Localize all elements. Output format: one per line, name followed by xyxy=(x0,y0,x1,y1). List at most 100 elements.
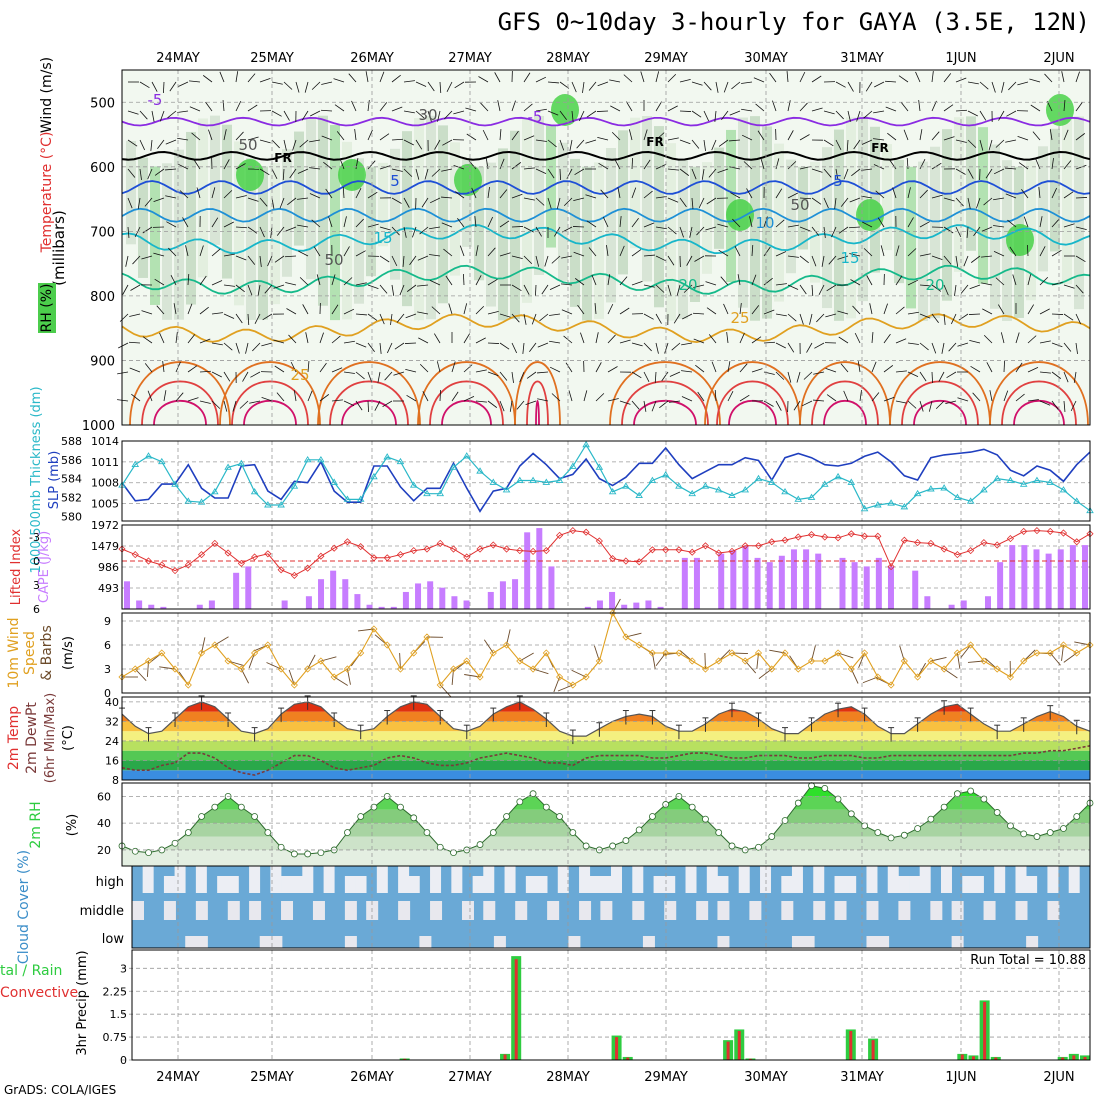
wind-barb xyxy=(943,226,954,234)
profile-ytick-label: 500 xyxy=(90,96,115,111)
cape-bar xyxy=(1057,549,1064,609)
rh-marker xyxy=(622,837,630,844)
wind-barb xyxy=(895,370,907,373)
wind-barb xyxy=(943,197,955,202)
wind-barb xyxy=(156,305,165,315)
wind-barb xyxy=(331,274,336,286)
rh-marker xyxy=(900,831,908,839)
wind-barb xyxy=(403,168,413,177)
rh-shade xyxy=(198,118,208,278)
wind-barb xyxy=(219,71,225,83)
wind-barb xyxy=(871,361,877,373)
cloud-gap xyxy=(249,901,262,920)
wind-barb xyxy=(511,162,522,170)
wind-barb xyxy=(127,197,133,209)
wind-barb xyxy=(875,190,885,199)
wind-barb xyxy=(787,313,797,322)
wind-barb xyxy=(955,109,968,112)
wind-barb xyxy=(846,139,849,152)
wind-barb xyxy=(907,279,919,286)
wind10-marker xyxy=(423,633,431,641)
wind-barb xyxy=(551,255,561,264)
warm-arch xyxy=(219,361,321,426)
li-marker xyxy=(436,539,444,547)
wind-barb xyxy=(723,81,729,93)
profile-ytick-label: 600 xyxy=(90,161,115,176)
wind-barb xyxy=(643,400,647,412)
thickness-marker xyxy=(834,472,842,480)
bottom-date-label: 2JUN xyxy=(1043,1070,1074,1085)
wind-barb xyxy=(415,81,427,87)
wind10-marker xyxy=(556,673,564,681)
cape-bar xyxy=(305,596,312,609)
li-marker xyxy=(953,551,961,559)
wind-barb xyxy=(288,334,297,344)
contour-label: 25 xyxy=(730,309,749,327)
thickness-marker xyxy=(555,476,564,483)
wind-barb xyxy=(849,197,861,203)
precip-rain-label: tal / Rain xyxy=(0,963,62,979)
thickness-marker xyxy=(1019,480,1028,487)
wind-barb xyxy=(631,249,642,257)
wind-barb xyxy=(963,255,969,267)
wind-barb xyxy=(717,168,729,173)
wind-barb xyxy=(578,110,585,122)
wind-barb xyxy=(471,187,477,199)
wind-barb xyxy=(787,342,795,353)
wind-barb xyxy=(463,395,475,402)
rh-marker xyxy=(171,839,179,847)
temp-contour-4 xyxy=(121,224,1091,255)
wind-barb xyxy=(1051,400,1059,411)
precip-convective-label: Convective xyxy=(0,985,78,1001)
rh-shade xyxy=(402,131,412,307)
wind-barb xyxy=(549,284,561,291)
temp-label-line4: (°C) xyxy=(61,725,76,751)
wind-barb xyxy=(1063,400,1066,412)
wind-barb xyxy=(222,100,225,112)
wind-barb xyxy=(811,168,823,173)
thickness-marker xyxy=(409,481,418,488)
profile-ytick-label: 1000 xyxy=(82,419,115,434)
wind-barb xyxy=(597,136,609,141)
thickness-marker xyxy=(370,472,378,480)
wind10-marker xyxy=(370,625,378,633)
rh-shade xyxy=(330,125,340,321)
wind-barb xyxy=(403,80,415,83)
temp-ytick-label: 8 xyxy=(112,774,119,787)
cape-bar xyxy=(390,606,397,609)
wind-barb xyxy=(751,336,762,344)
wind-barb xyxy=(869,303,873,315)
li-marker xyxy=(900,536,908,544)
wind-barb xyxy=(919,253,931,257)
cape-bar xyxy=(136,600,143,609)
wind-barb xyxy=(1017,81,1029,86)
wind-barb xyxy=(475,305,485,315)
thickness-marker xyxy=(250,487,259,495)
thickness-marker xyxy=(343,495,352,502)
wind10-marker xyxy=(807,657,816,665)
wind-barb xyxy=(439,389,441,402)
top-date-label: 30MAY xyxy=(744,51,788,66)
wind-barb xyxy=(775,313,787,317)
wind-barb xyxy=(367,313,378,321)
wind-barb xyxy=(406,394,417,402)
wind-barb xyxy=(853,139,861,150)
cloud-gap xyxy=(142,866,154,893)
wind-barb xyxy=(475,400,487,403)
rh-shade xyxy=(186,131,196,305)
wind-barb xyxy=(1075,133,1086,141)
cloud-gap xyxy=(866,936,879,948)
wind-barb xyxy=(985,168,993,179)
wind-barb xyxy=(537,371,549,374)
rh-shade xyxy=(390,148,400,280)
wind10-marker xyxy=(211,641,219,649)
cloud-gap xyxy=(717,901,730,920)
wind-barb xyxy=(1005,167,1017,170)
wind-barb xyxy=(202,75,213,83)
wind-barb xyxy=(643,190,653,199)
li-marker xyxy=(701,542,710,550)
wind-barb xyxy=(595,362,602,373)
wind-barb xyxy=(1075,255,1086,263)
warm-arch xyxy=(989,361,1089,426)
wind-barb xyxy=(793,400,801,411)
